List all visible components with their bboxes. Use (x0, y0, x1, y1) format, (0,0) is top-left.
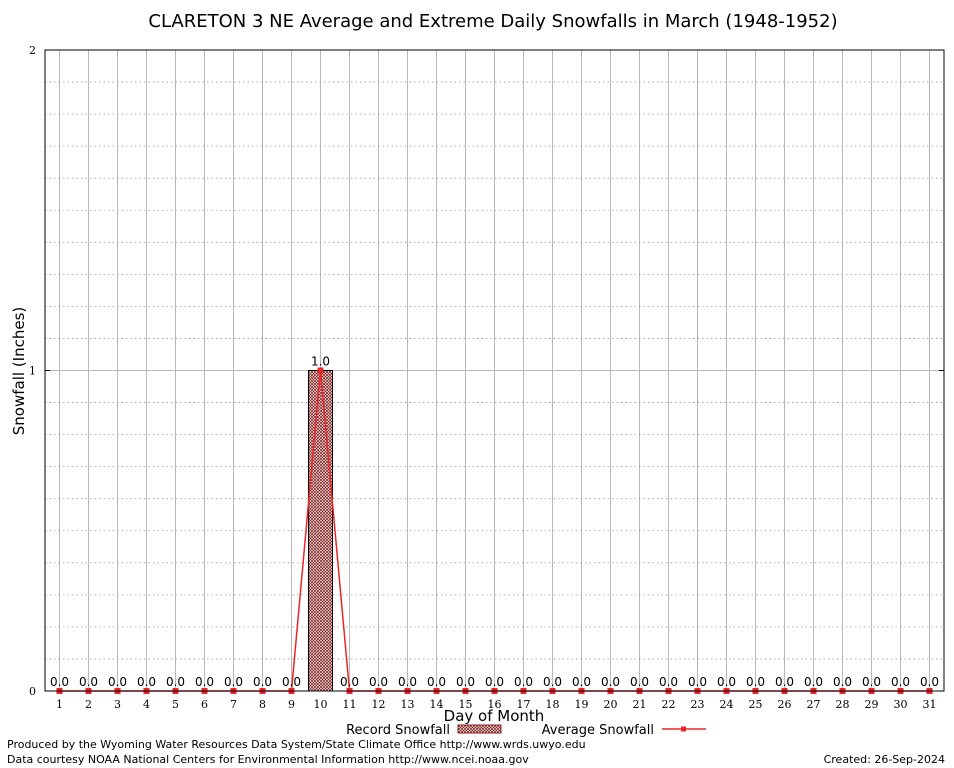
legend: Record Snowfall Average Snowfall (346, 723, 706, 738)
average-point (317, 367, 324, 374)
x-tick-labels: 1 2 3 4 5 6 7 8 9 10 11 12 13 14 15 16 17 18 19 20 21 22 23 24 2… (56, 698, 937, 711)
x-tick-label: 25 (749, 698, 763, 711)
value-label: 0.0 (688, 675, 707, 689)
chart-title: CLARETON 3 NE Average and Extreme Daily … (148, 11, 837, 32)
legend-swatch-record (457, 724, 502, 734)
value-label: 0.0 (485, 675, 504, 689)
x-tick-label: 28 (836, 698, 850, 711)
x-tick-label: 15 (459, 698, 473, 711)
x-tick-label: 1 (56, 698, 63, 711)
value-label: 0.0 (920, 675, 939, 689)
value-label: 0.0 (572, 675, 591, 689)
legend-swatch-average-marker (681, 726, 686, 732)
x-tick-label: 31 (923, 698, 937, 711)
value-label: 0.0 (514, 675, 533, 689)
value-label: 0.0 (369, 675, 388, 689)
x-tick-label: 14 (430, 698, 444, 711)
value-label: 0.0 (775, 675, 794, 689)
footer-data-courtesy: Data courtesy NOAA National Centers for … (7, 753, 529, 766)
value-label: 0.0 (340, 675, 359, 689)
value-label: 0.0 (456, 675, 475, 689)
x-tick-label: 10 (314, 698, 328, 711)
x-tick-label: 18 (546, 698, 560, 711)
value-label: 0.0 (50, 675, 69, 689)
value-label: 0.0 (166, 675, 185, 689)
value-label: 0.0 (746, 675, 765, 689)
value-label: 0.0 (253, 675, 272, 689)
legend-label-record: Record Snowfall (346, 723, 450, 738)
x-tick-label: 11 (343, 698, 357, 711)
value-label: 1.0 (311, 355, 330, 369)
x-tick-label: 27 (807, 698, 821, 711)
value-label: 0.0 (224, 675, 243, 689)
x-tick-label: 2 (85, 698, 92, 711)
x-tick-label: 21 (633, 698, 647, 711)
x-tick-label: 4 (143, 698, 150, 711)
value-label: 0.0 (398, 675, 417, 689)
x-tick-label: 20 (604, 698, 618, 711)
x-tick-label: 24 (720, 698, 734, 711)
x-tick-label: 16 (488, 698, 502, 711)
x-tick-label: 3 (114, 698, 121, 711)
value-label: 0.0 (543, 675, 562, 689)
x-tick-label: 19 (575, 698, 589, 711)
footer-created: Created: 26-Sep-2024 (823, 753, 945, 766)
y-tick-label: 2 (29, 44, 36, 57)
value-label: 0.0 (79, 675, 98, 689)
plot-frame (44, 49, 945, 692)
grid-lines (45, 50, 944, 691)
value-label: 0.0 (195, 675, 214, 689)
value-label: 0.0 (137, 675, 156, 689)
x-tick-label: 12 (372, 698, 386, 711)
value-label: 0.0 (862, 675, 881, 689)
value-label: 0.0 (833, 675, 852, 689)
value-label: 0.0 (427, 675, 446, 689)
y-axis-label: Snowfall (Inches) (10, 307, 28, 435)
value-label: 0.0 (630, 675, 649, 689)
value-labels: 0.0 0.0 0.0 0.0 0.0 0.0 0.0 0.0 0.0 1.0 0.0 0.0 0.0 0… (50, 355, 939, 690)
x-tick-label: 26 (778, 698, 792, 711)
x-tick-label: 6 (201, 698, 208, 711)
x-axis-label: Day of Month (444, 707, 545, 725)
value-label: 0.0 (717, 675, 736, 689)
footer-produced-by: Produced by the Wyoming Water Resources … (7, 738, 586, 751)
value-label: 0.0 (601, 675, 620, 689)
x-tick-label: 22 (662, 698, 676, 711)
record-bars (308, 370, 333, 692)
y-tick-label: 0 (29, 685, 36, 698)
legend-label-average: Average Snowfall (542, 723, 654, 738)
y-tick-label: 1 (29, 365, 36, 378)
record-bar (308, 370, 333, 692)
value-label: 0.0 (804, 675, 823, 689)
value-label: 0.0 (659, 675, 678, 689)
x-tick-label: 8 (259, 698, 266, 711)
value-label: 0.0 (282, 675, 301, 689)
x-tick-label: 23 (691, 698, 705, 711)
x-tick-label: 17 (517, 698, 531, 711)
x-tick-label: 29 (865, 698, 879, 711)
x-tick-label: 13 (401, 698, 415, 711)
x-tick-label: 7 (230, 698, 237, 711)
value-label: 0.0 (891, 675, 910, 689)
x-tick-label: 30 (894, 698, 908, 711)
x-tick-label: 9 (288, 698, 295, 711)
x-tick-label: 5 (172, 698, 179, 711)
value-label: 0.0 (108, 675, 127, 689)
